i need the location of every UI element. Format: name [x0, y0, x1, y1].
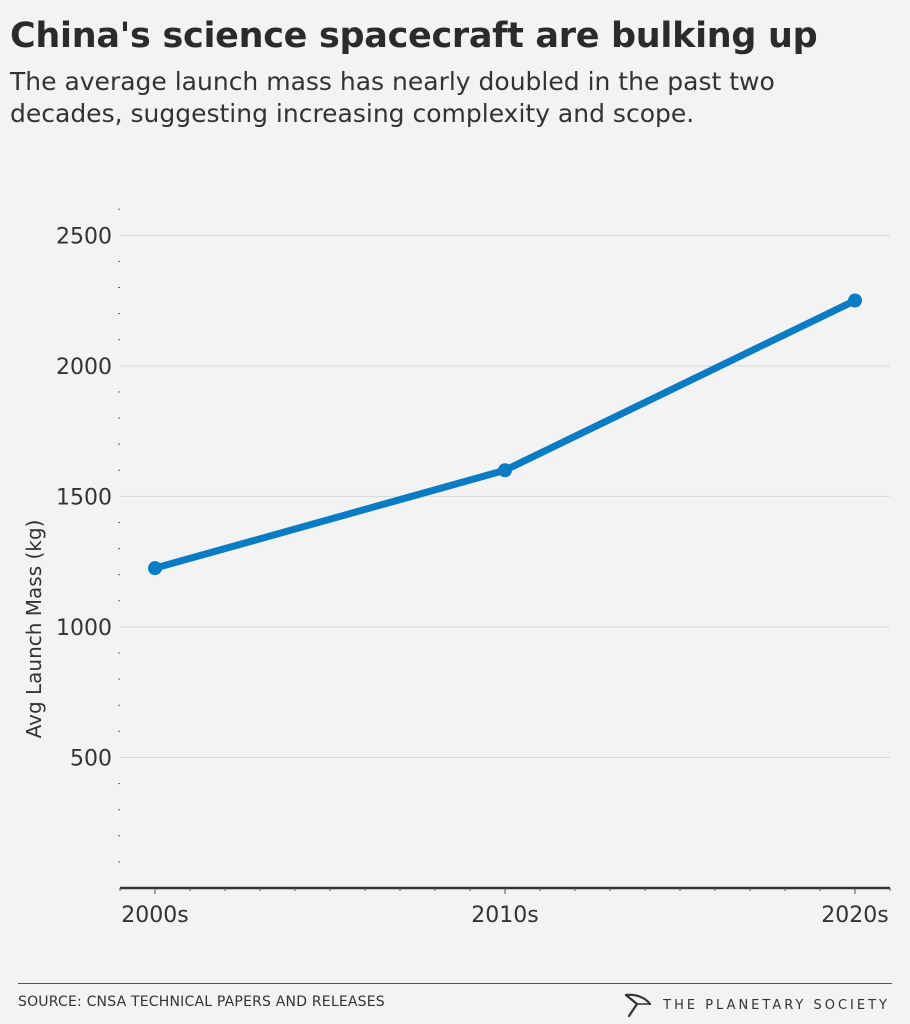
chart-subtitle: The average launch mass has nearly doubl… [10, 67, 775, 128]
axes [118, 208, 891, 894]
x-tick-label: 2010s [471, 903, 538, 928]
footer-divider [18, 983, 892, 984]
y-tick-label: 1000 [56, 616, 112, 641]
y-tick-label: 500 [70, 746, 112, 771]
y-tick-label: 1500 [56, 485, 112, 510]
source-note: SOURCE: CNSA TECHNICAL PAPERS AND RELEAS… [18, 994, 385, 1010]
chart-title: China's science spacecraft are bulking u… [10, 16, 818, 56]
tick-labels: 500 1000 1500 2000 2500 Avg Launch Mass (kg) 2… [22, 224, 889, 928]
y-tick-label: 2500 [56, 224, 112, 249]
series-line [151, 297, 859, 572]
x-tick-label: 2000s [121, 903, 188, 928]
line-chart: 500 1000 1500 2000 2500 Avg Launch Mass (kg) 2… [22, 208, 891, 928]
y-tick-label: 2000 [56, 355, 112, 380]
gridlines [120, 234, 890, 758]
x-tick-label: 2020s [821, 903, 888, 928]
planetary-society-logo-icon [625, 993, 652, 1018]
data-point [148, 561, 162, 576]
y-axis-label: Avg Launch Mass (kg) [22, 520, 46, 739]
series [148, 293, 862, 576]
data-point [498, 463, 512, 478]
brand: THE PLANETARY SOCIETY [623, 992, 890, 1018]
brand-name: THE PLANETARY SOCIETY [663, 997, 890, 1013]
data-point [848, 293, 862, 308]
